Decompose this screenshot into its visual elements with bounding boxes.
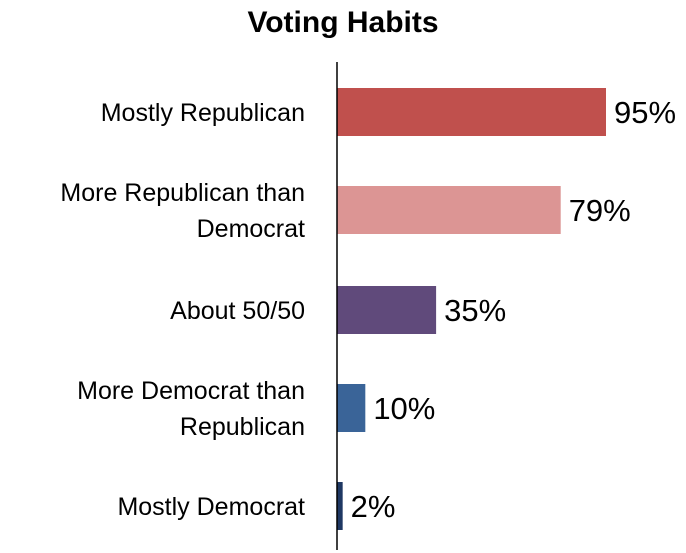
data-label: 2%	[351, 489, 396, 524]
data-label: 10%	[373, 391, 435, 426]
bar	[337, 186, 561, 234]
category-tick-label: Mostly Republican	[101, 99, 305, 127]
category-tick-label: More Democrat than	[77, 377, 305, 405]
category-tick-label: Republican	[180, 413, 305, 441]
category-tick-label: Mostly Democrat	[117, 493, 305, 521]
bar	[337, 384, 366, 432]
data-label: 95%	[614, 95, 676, 130]
data-label: 35%	[444, 293, 506, 328]
bar	[337, 88, 606, 136]
category-tick-label: More Republican than	[60, 179, 305, 207]
chart-title: Voting Habits	[247, 6, 439, 39]
bar	[337, 286, 437, 334]
category-tick-label: About 50/50	[170, 297, 305, 325]
data-label: 79%	[569, 193, 631, 228]
bar	[337, 482, 343, 530]
category-tick-label: Democrat	[197, 215, 305, 243]
